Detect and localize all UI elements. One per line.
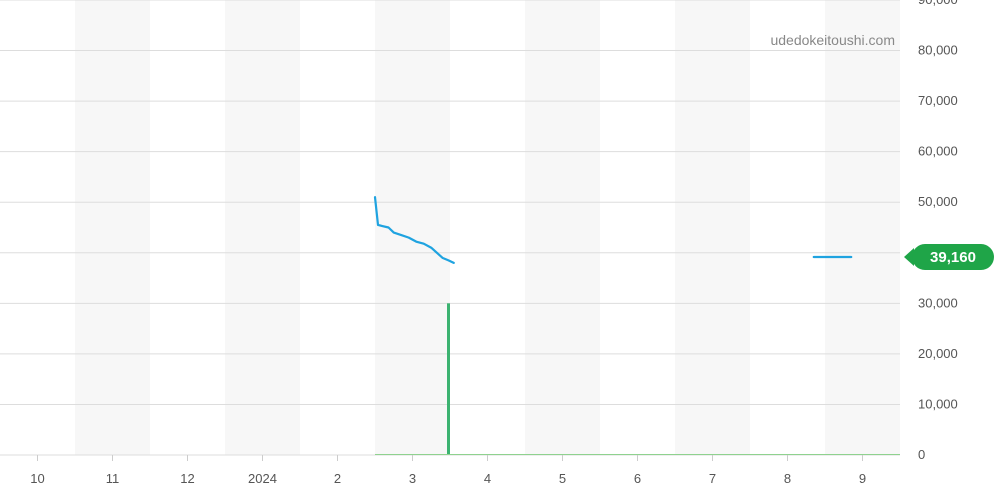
y-tick-label: 90,000: [918, 0, 958, 7]
alt-band: [75, 0, 150, 455]
x-tick-label: 6: [634, 471, 641, 486]
x-tick-label: 7: [709, 471, 716, 486]
alt-band: [675, 0, 750, 455]
y-tick-label: 10,000: [918, 396, 958, 411]
alt-band: [525, 0, 600, 455]
value-badge-text: 39,160: [930, 249, 976, 266]
x-tick-label: 10: [30, 471, 44, 486]
volume-bar: [447, 303, 450, 455]
x-tick-label: 2024: [248, 471, 277, 486]
y-tick-label: 50,000: [918, 194, 958, 209]
y-tick-label: 0: [918, 447, 925, 462]
x-tick-label: 2: [334, 471, 341, 486]
x-tick-label: 12: [180, 471, 194, 486]
y-tick-label: 30,000: [918, 295, 958, 310]
y-tick-label: 70,000: [918, 93, 958, 108]
x-tick-label: 9: [859, 471, 866, 486]
x-tick-label: 5: [559, 471, 566, 486]
chart-svg: 010,00020,00030,00040,00050,00060,00070,…: [0, 0, 1000, 500]
alt-band: [825, 0, 900, 455]
x-tick-label: 11: [106, 471, 120, 486]
x-tick-label: 8: [784, 471, 791, 486]
y-tick-label: 20,000: [918, 346, 958, 361]
watermark: udedokeitoushi.com: [770, 32, 895, 48]
x-tick-label: 3: [409, 471, 416, 486]
alt-band: [225, 0, 300, 455]
price-chart: 010,00020,00030,00040,00050,00060,00070,…: [0, 0, 1000, 500]
y-tick-label: 80,000: [918, 43, 958, 58]
y-tick-label: 60,000: [918, 144, 958, 159]
x-tick-label: 4: [484, 471, 491, 486]
